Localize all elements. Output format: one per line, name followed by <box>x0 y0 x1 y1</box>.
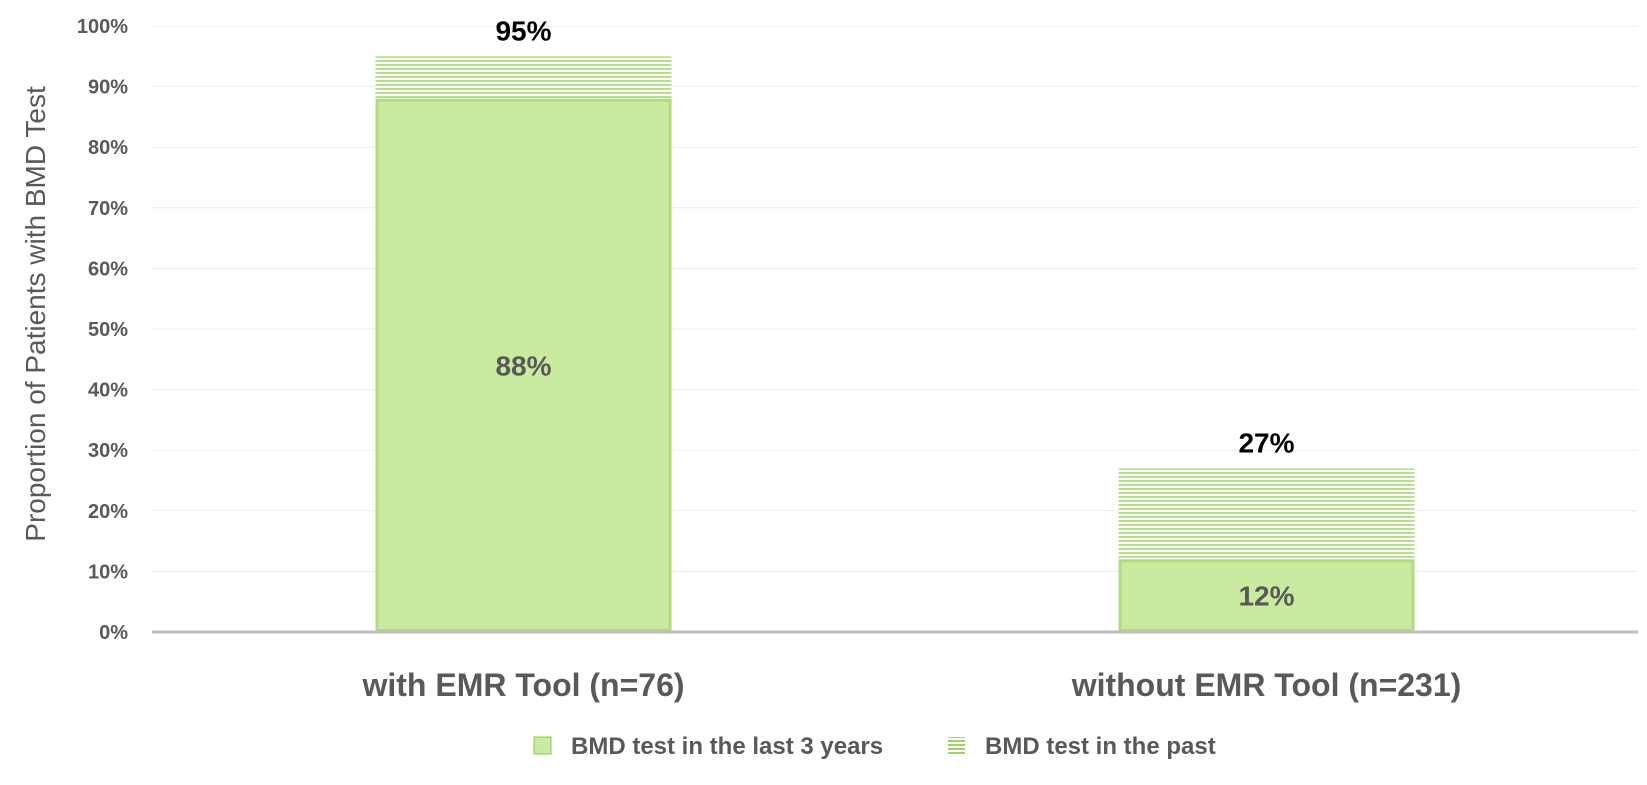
bar-segment-last-3-years <box>375 98 672 633</box>
y-tick-label: 90% <box>88 77 128 99</box>
y-axis-title: Proportion of Patients with BMD Test <box>20 86 51 542</box>
bars <box>375 56 1415 633</box>
bar-segment-last-3-years <box>1118 559 1415 633</box>
y-tick-label: 20% <box>88 501 128 523</box>
legend-item-last-3-years: BMD test in the last 3 years <box>533 733 883 760</box>
data-labels: 88% 95% 12% 27% <box>495 15 1294 611</box>
y-tick-label: 70% <box>88 198 128 220</box>
legend-item-past: BMD test in the past <box>948 733 1216 760</box>
y-tick-label: 30% <box>88 440 128 462</box>
y-tick-label: 50% <box>88 319 128 341</box>
y-tick-label: 80% <box>88 137 128 159</box>
y-tick-label: 10% <box>88 561 128 583</box>
bar-value-label: 88% <box>495 350 551 381</box>
y-tick-label: 100% <box>77 16 128 38</box>
bar-value-label: 12% <box>1238 581 1294 612</box>
legend-swatch <box>533 736 552 755</box>
legend-label: BMD test in the past <box>985 733 1216 760</box>
bar-total-label: 95% <box>495 15 551 46</box>
y-tick-label: 0% <box>99 622 128 644</box>
legend-label: BMD test in the last 3 years <box>571 733 883 760</box>
category-label: with EMR Tool (n=76) <box>361 667 684 703</box>
bar-segment-past <box>375 56 672 99</box>
bar-total-label: 27% <box>1238 427 1294 458</box>
legend: BMD test in the last 3 years BMD test in … <box>533 733 1216 760</box>
legend-swatch <box>948 737 965 754</box>
bar-segment-past <box>1118 468 1415 560</box>
y-axis-ticks: 0% 10% 20% 30% 40% 50% 60% 70% 80% 90% 100% <box>77 16 128 644</box>
gridlines <box>152 25 1638 572</box>
y-tick-label: 60% <box>88 258 128 280</box>
y-tick-label: 40% <box>88 380 128 402</box>
x-axis: with EMR Tool (n=76) without EMR Tool (n=… <box>152 630 1638 703</box>
category-label: without EMR Tool (n=231) <box>1071 667 1462 703</box>
